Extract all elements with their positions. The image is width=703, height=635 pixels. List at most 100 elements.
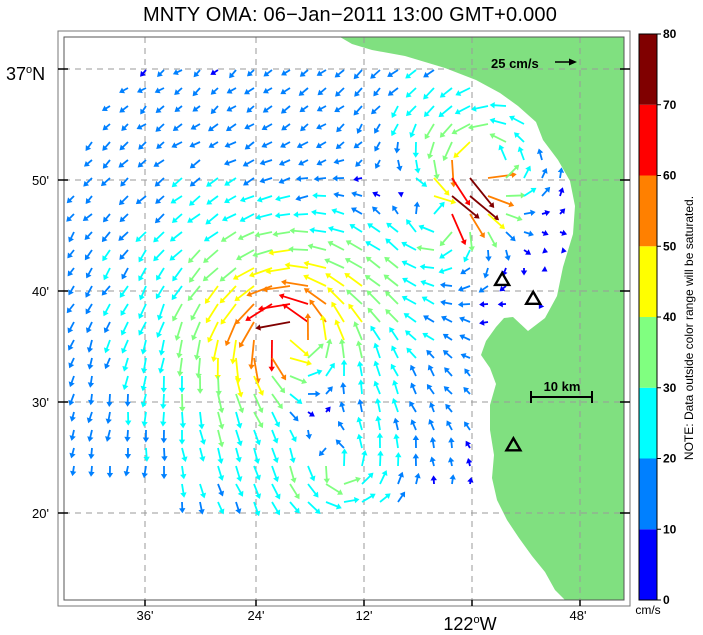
current-vector [119, 285, 129, 298]
current-vector [156, 303, 165, 321]
current-vector [460, 353, 471, 360]
current-vector [195, 357, 202, 379]
current-vector [229, 69, 237, 79]
current-vector [118, 159, 129, 168]
current-vector [344, 272, 363, 287]
current-vector [121, 123, 129, 131]
current-vector [401, 260, 417, 269]
current-vector [280, 141, 291, 148]
current-vector [467, 477, 474, 485]
current-vector [405, 69, 417, 79]
current-vector [406, 105, 417, 117]
current-vector [101, 231, 111, 243]
current-vector [281, 123, 291, 131]
current-vector [370, 69, 381, 79]
current-vector [68, 375, 75, 388]
current-vector [313, 175, 327, 182]
current-vector [339, 401, 346, 413]
current-vector [179, 393, 186, 412]
current-vector [188, 249, 201, 264]
current-vector [119, 213, 129, 223]
current-vector [307, 369, 323, 377]
current-vector [433, 195, 457, 205]
current-vector [246, 69, 255, 77]
current-vector [374, 398, 382, 413]
current-vector [391, 345, 399, 359]
current-vector [192, 105, 201, 112]
current-vector [357, 399, 364, 413]
current-vector [254, 231, 273, 238]
colorbar-segment [639, 458, 657, 530]
current-vector [244, 141, 255, 150]
current-vector [207, 321, 219, 343]
current-vector [433, 201, 445, 215]
current-vector [541, 167, 548, 179]
current-vector [245, 303, 273, 321]
current-vector [85, 321, 93, 334]
current-vector [238, 321, 255, 348]
current-vector [305, 429, 312, 440]
current-vector [385, 309, 399, 323]
current-vector [365, 241, 381, 251]
current-vector [355, 159, 363, 167]
current-vector [357, 379, 365, 395]
colorbar-segment [639, 529, 657, 600]
current-vector [300, 123, 309, 132]
current-vector [120, 303, 129, 316]
current-vector [253, 429, 261, 446]
current-vector [392, 205, 399, 215]
current-vector [119, 141, 129, 151]
current-vector [307, 243, 327, 251]
current-vector [327, 225, 345, 233]
current-vector [468, 231, 475, 252]
current-vector [345, 240, 363, 251]
current-vector [122, 375, 129, 391]
land-mass [340, 37, 624, 600]
current-vector [433, 159, 440, 180]
current-vector [478, 285, 489, 293]
current-vector [418, 224, 435, 233]
current-vector [88, 465, 95, 477]
current-vector [86, 411, 93, 424]
current-vector [397, 192, 404, 198]
current-vector [307, 483, 319, 498]
current-vector [174, 87, 183, 96]
current-vector [171, 141, 183, 148]
lat-label-40: 40' [32, 284, 49, 299]
current-vector [278, 293, 309, 305]
current-vector [295, 195, 309, 202]
colorbar-tick-label: 30 [663, 381, 677, 395]
current-vector [141, 357, 148, 374]
radar-site-marker [493, 270, 512, 287]
current-vector [271, 393, 283, 410]
current-vector [559, 208, 566, 215]
current-vector [220, 303, 237, 325]
current-vector [103, 321, 111, 334]
current-vector [332, 175, 345, 182]
current-vector [335, 439, 345, 449]
current-vector [389, 326, 399, 341]
current-vector [315, 141, 327, 149]
colorbar-note: NOTE: Data outside color range will be s… [682, 196, 696, 460]
current-vector [189, 141, 201, 148]
current-vector [379, 470, 388, 485]
current-vector [68, 393, 75, 406]
current-vector [161, 447, 168, 462]
current-vector [202, 267, 219, 282]
lon-label-48: 48' [570, 608, 587, 623]
current-vector [395, 452, 402, 467]
current-vector [325, 273, 345, 287]
current-vector [514, 132, 525, 143]
current-vector [303, 288, 327, 305]
current-vector [85, 303, 93, 315]
current-vector [100, 177, 111, 187]
current-vector [137, 159, 147, 168]
current-vector [390, 363, 399, 377]
current-vector [69, 429, 76, 441]
current-vector [311, 209, 327, 216]
current-vector [256, 195, 273, 203]
current-vector [191, 321, 201, 341]
current-vector [85, 285, 93, 298]
current-vector [140, 339, 147, 355]
current-vector [263, 69, 273, 77]
